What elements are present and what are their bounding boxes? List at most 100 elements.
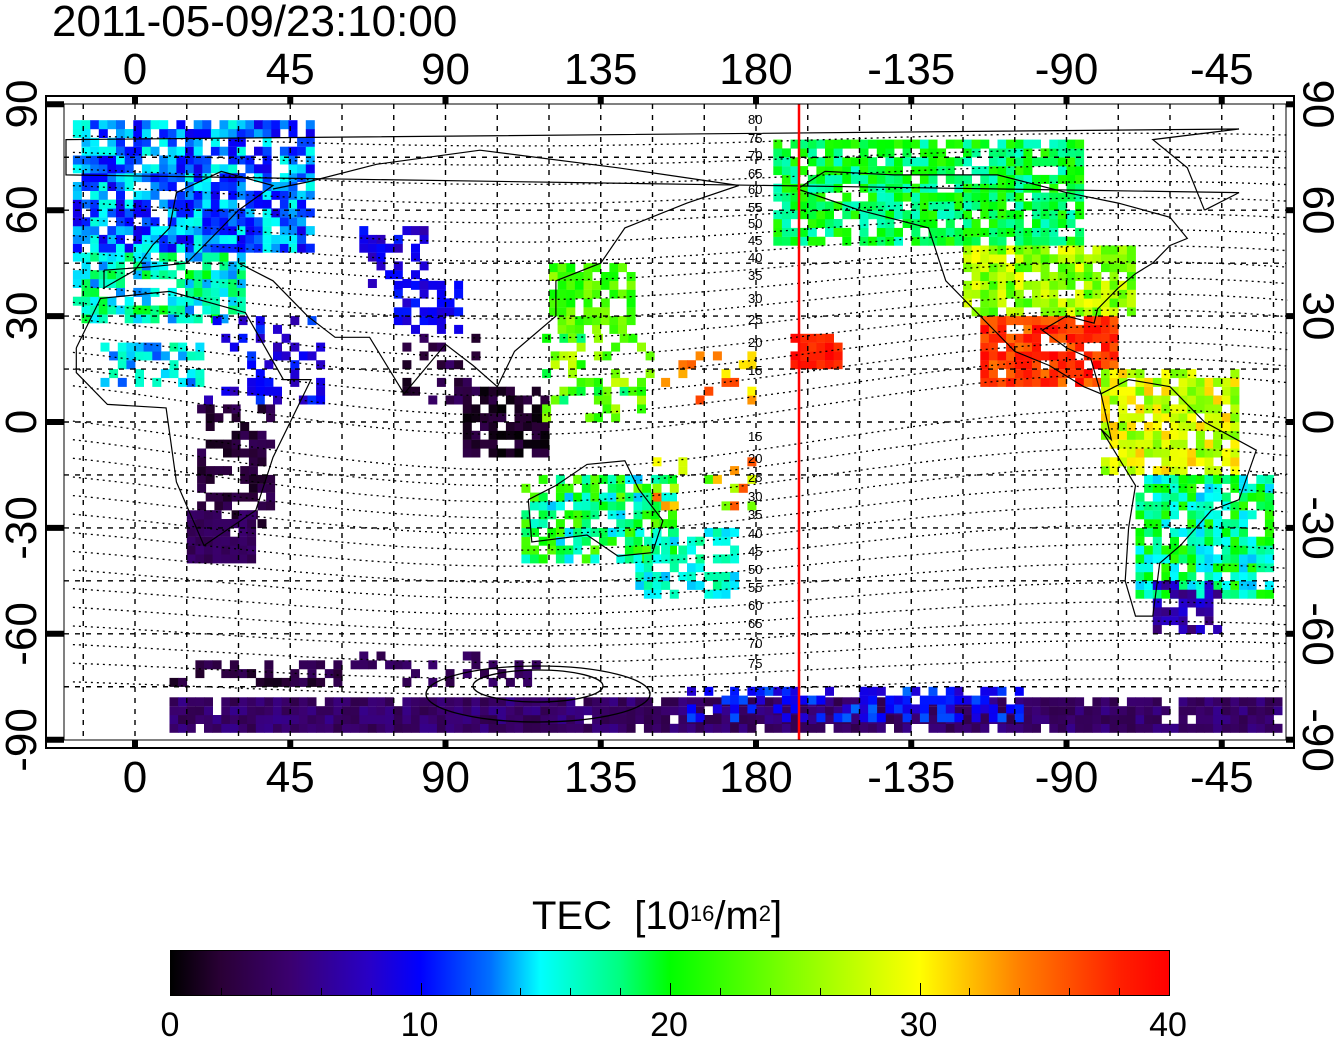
tec-cell: [566, 298, 576, 308]
tec-cell: [799, 183, 809, 193]
tec-cell: [436, 377, 446, 387]
tec-cell: [229, 723, 239, 733]
tec-cell: [167, 155, 177, 165]
tec-cell: [72, 226, 82, 236]
tec-cell: [1195, 607, 1205, 617]
tec-cell: [1040, 307, 1050, 317]
tec-cell: [1101, 457, 1110, 467]
tec-cell: [626, 289, 636, 299]
tec-cell: [894, 715, 903, 724]
tec-cell: [471, 723, 481, 733]
tec-cell: [1118, 723, 1128, 733]
tec-cell: [643, 563, 653, 573]
tec-cell: [307, 706, 317, 716]
tec-cell: [1195, 386, 1205, 396]
tec-cell: [107, 120, 117, 130]
tec-cell: [124, 305, 134, 315]
tec-cell: [1187, 369, 1197, 379]
tec-cell: [635, 706, 645, 716]
tec-cell: [1023, 324, 1033, 334]
tec-cell: [150, 190, 160, 200]
tec-cell: [266, 492, 276, 502]
magnetic-contour: [72, 601, 1288, 632]
tec-cell: [247, 723, 257, 733]
tec-cell: [1109, 263, 1119, 273]
tec-cell: [954, 139, 964, 149]
tec-cell: [1230, 466, 1240, 476]
tec-cell: [1006, 148, 1016, 158]
tec-cell: [266, 439, 276, 449]
tec-cell: [126, 360, 136, 370]
tec-cell: [1023, 723, 1033, 733]
tec-cell: [279, 208, 289, 218]
tec-cell: [626, 316, 636, 326]
tec-cell: [531, 448, 541, 458]
tec-cell: [176, 279, 186, 288]
tec-cell: [124, 314, 134, 324]
tec-cell: [185, 234, 194, 244]
tec-cell: [1213, 395, 1223, 405]
tec-cell: [1178, 474, 1188, 484]
tec-cell: [454, 377, 464, 387]
tec-cell: [288, 226, 298, 236]
tec-cell: [1221, 706, 1231, 716]
tec-cell: [678, 360, 688, 370]
tec-cell: [1126, 413, 1136, 423]
tec-cell: [445, 298, 455, 308]
tec-cell: [445, 360, 455, 370]
tec-cell: [359, 226, 369, 236]
tec-cell: [816, 157, 826, 167]
tec-cell: [807, 360, 817, 370]
tec-cell: [868, 192, 878, 202]
tec-cell: [141, 199, 151, 209]
tec-cell: [488, 386, 498, 396]
tec-cell: [116, 243, 125, 253]
colorbar-unit-suffix: ]: [771, 894, 783, 938]
tec-cell: [204, 660, 213, 670]
tec-cell: [885, 201, 895, 211]
tec-cell: [555, 554, 565, 564]
tec-cell: [661, 706, 671, 716]
tec-cell: [436, 324, 446, 334]
tec-cell: [205, 413, 215, 423]
tec-cell: [454, 697, 464, 707]
tec-cell: [393, 270, 403, 280]
tec-cell: [695, 706, 705, 716]
tec-cell: [816, 342, 826, 352]
tec-cell: [585, 413, 595, 423]
tec-cell: [619, 333, 629, 343]
tec-cell: [462, 448, 472, 458]
tec-cell: [257, 404, 267, 414]
tec-cell: [307, 316, 317, 326]
tec-cell: [228, 199, 238, 209]
tec-cell: [1083, 351, 1093, 361]
tec-cell: [248, 492, 258, 502]
tec-cell: [573, 536, 583, 546]
tec-cell: [1040, 289, 1050, 299]
tec-cell: [730, 723, 740, 733]
tec-cell: [228, 137, 238, 147]
tec-cell: [1109, 307, 1119, 317]
tec-cell: [1101, 307, 1110, 317]
tec-cell: [514, 723, 524, 733]
tec-cell: [611, 413, 621, 423]
tec-cell: [609, 706, 619, 716]
tec-cell: [316, 360, 326, 370]
tec-cell: [1101, 395, 1110, 405]
tec-cell: [271, 120, 281, 130]
tec-cell: [98, 129, 108, 138]
tec-cell: [488, 706, 498, 716]
tec-cell: [1049, 715, 1059, 724]
tec-cell: [1213, 536, 1223, 546]
tec-cell: [833, 697, 843, 707]
tec-cell: [436, 697, 446, 707]
tec-cell: [1187, 519, 1197, 529]
tec-cell: [1264, 545, 1274, 555]
tec-cell: [531, 706, 541, 716]
tec-cell: [221, 669, 231, 679]
tec-cell: [1170, 580, 1179, 590]
tec-cell: [894, 166, 903, 176]
tec-cell: [661, 723, 671, 733]
tec-cell: [1161, 404, 1171, 414]
tec-cell: [568, 351, 577, 361]
